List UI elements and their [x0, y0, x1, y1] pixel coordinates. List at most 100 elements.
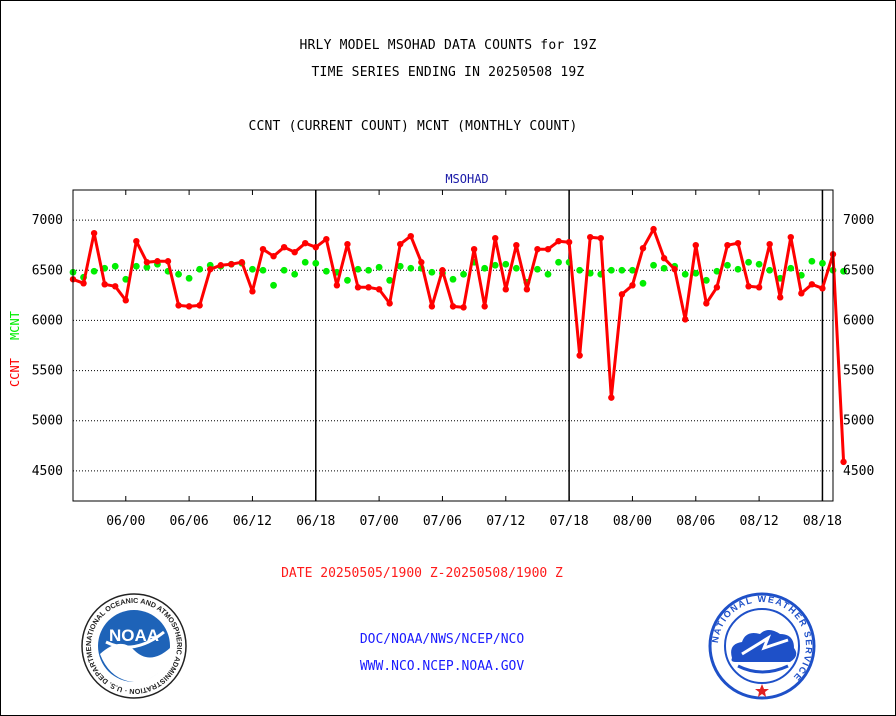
- y-tick-label-right: 7000: [843, 213, 874, 228]
- ccnt-point: [344, 240, 351, 248]
- mcnt-point: [734, 265, 742, 273]
- mcnt-point: [745, 258, 752, 266]
- ccnt-point: [270, 253, 277, 260]
- y-tick-label-right: 6500: [843, 263, 874, 278]
- mcnt-point: [428, 268, 436, 276]
- x-tick-label: 08/18: [803, 514, 842, 529]
- x-tick-label: 07/00: [360, 514, 399, 529]
- ccnt-point: [713, 284, 721, 291]
- ccnt-point: [101, 281, 108, 288]
- ccnt-point: [840, 458, 847, 466]
- ccnt-point: [143, 259, 151, 266]
- ccnt-point: [481, 303, 488, 310]
- mcnt-point: [808, 257, 816, 265]
- ccnt-point: [787, 233, 794, 241]
- ccnt-point: [312, 243, 319, 251]
- ccnt-point: [207, 266, 214, 273]
- mcnt-point: [132, 262, 140, 270]
- mcnt-point: [301, 258, 309, 266]
- ccnt-point: [375, 286, 383, 293]
- ccnt-point: [460, 304, 467, 311]
- ccnt-point: [597, 234, 604, 242]
- y-tick-label-left: 7000: [32, 213, 63, 228]
- mcnt-point: [512, 264, 520, 272]
- ccnt-point: [259, 245, 267, 253]
- mcnt-point: [396, 262, 404, 270]
- ccnt-point: [439, 267, 446, 274]
- axis-layer: 4500 4500 5000 5000 5500 5500 6000 6000 6500 6500…: [8, 172, 874, 529]
- ccnt-point: [470, 245, 478, 253]
- x-tick-label: 08/12: [740, 514, 779, 529]
- ccnt-point: [196, 302, 203, 309]
- mcnt-point: [270, 281, 277, 289]
- ccnt-point: [291, 249, 298, 256]
- mcnt-point: [386, 276, 394, 284]
- mcnt-point: [407, 264, 415, 272]
- mcnt-point: [576, 266, 584, 274]
- mcnt-point: [607, 266, 615, 274]
- ccnt-point: [819, 285, 826, 292]
- mcnt-point: [344, 276, 351, 284]
- mcnt-point: [724, 261, 731, 269]
- mcnt-point: [491, 261, 499, 269]
- ccnt-point: [302, 239, 309, 247]
- ccnt-point: [418, 259, 425, 266]
- y-tick-label-right: 5500: [843, 364, 874, 379]
- y-tick-label-left: 5500: [32, 364, 63, 379]
- mcnt-point: [175, 270, 182, 278]
- mcnt-point: [755, 260, 763, 268]
- ccnt-point: [798, 290, 805, 297]
- ccnt-point: [333, 282, 341, 289]
- mcnt-point: [90, 267, 98, 275]
- mcnt-point: [502, 260, 510, 268]
- ccnt-point: [650, 225, 657, 233]
- mcnt-point: [196, 265, 204, 273]
- mcnt-point: [249, 265, 256, 273]
- website-link[interactable]: WWW.NCO.NCEP.NOAA.GOV: [359, 659, 525, 674]
- mcnt-point: [322, 267, 330, 275]
- y-tick-label-right: 4500: [843, 464, 874, 479]
- x-tick-label: 07/06: [423, 514, 462, 529]
- ccnt-point: [397, 240, 404, 248]
- ccnt-point: [565, 238, 573, 246]
- ccnt-point: [407, 232, 414, 240]
- y-axis-label-ccnt: CCNT: [8, 358, 22, 387]
- mcnt-point: [481, 264, 489, 272]
- mcnt-point: [354, 265, 362, 273]
- ccnt-point: [808, 281, 816, 288]
- chart-title-line2: TIME SERIES ENDING IN 20250508 19Z: [311, 65, 585, 80]
- org-path-label: DOC/NOAA/NWS/NCEP/NCO: [359, 632, 525, 647]
- ccnt-point: [513, 241, 520, 249]
- ccnt-point: [682, 316, 689, 323]
- ccnt-point: [164, 258, 172, 265]
- ccnt-point: [734, 239, 742, 247]
- ccnt-point: [492, 234, 499, 242]
- ccnt-point: [671, 266, 678, 273]
- ccnt-point: [133, 237, 140, 245]
- y-tick-label-right: 5000: [843, 414, 874, 429]
- mcnt-point: [681, 270, 689, 278]
- ccnt-point: [386, 300, 393, 307]
- x-tick-label: 08/06: [676, 514, 715, 529]
- ccnt-point: [354, 284, 362, 291]
- date-range-label: DATE 20250505/1900 Z-20250508/1900 Z: [281, 566, 563, 581]
- x-tick-label: 06/12: [233, 514, 272, 529]
- mcnt-point: [713, 267, 721, 275]
- mcnt-point: [312, 259, 320, 267]
- ccnt-point: [217, 262, 224, 269]
- ccnt-point: [249, 288, 256, 295]
- noaa-logo-text: NOAA: [109, 626, 159, 645]
- mcnt-point: [629, 266, 636, 274]
- mcnt-point: [375, 263, 383, 271]
- mcnt-point: [291, 270, 299, 278]
- ccnt-point: [629, 282, 636, 289]
- y-tick-label-left: 5000: [32, 414, 63, 429]
- ccnt-point: [755, 284, 763, 291]
- ccnt-point: [428, 303, 436, 310]
- ccnt-point: [185, 303, 193, 310]
- ccnt-point: [587, 233, 594, 241]
- ccnt-point: [323, 235, 330, 243]
- y-tick-label-left: 6000: [32, 313, 63, 328]
- ccnt-point: [523, 286, 531, 293]
- ccnt-point: [766, 240, 773, 248]
